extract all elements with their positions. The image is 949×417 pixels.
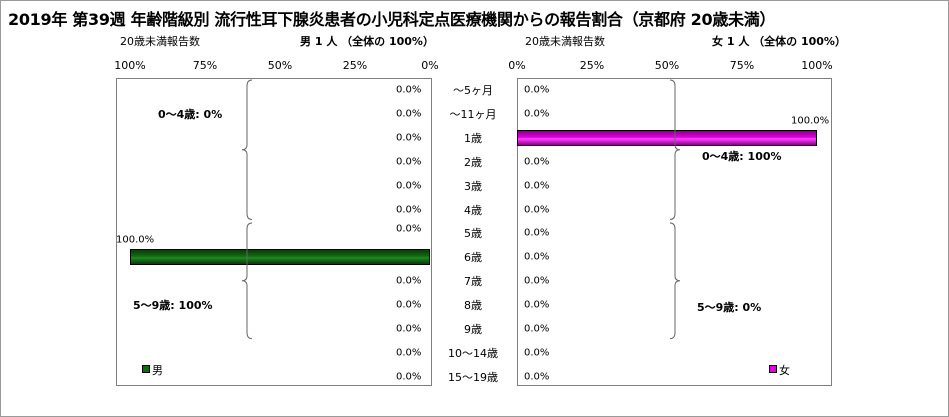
male-legend: 男 xyxy=(142,362,163,378)
male-value-label: 0.0% xyxy=(396,223,422,235)
male-value-label: 0.0% xyxy=(396,180,422,192)
male-legend-key xyxy=(142,365,150,373)
female-value-label: 0.0% xyxy=(524,204,550,215)
male-value-label: 0.0% xyxy=(396,323,422,335)
male-value-label: 0.0% xyxy=(396,132,422,144)
male-group-5-9-label: 5～9歳: 100% xyxy=(133,299,213,313)
right-header-summary: 女 1 人 （全体の 100%） xyxy=(712,35,846,48)
male-value-label: 0.0% xyxy=(396,371,422,383)
female-brace-5-9 xyxy=(669,222,681,340)
female-x-tick: 25% xyxy=(579,59,605,72)
male-value-label: 0.0% xyxy=(396,299,422,311)
age-category-label: ～11ヶ月 xyxy=(449,107,497,121)
male-plot-area xyxy=(116,78,432,386)
male-value-label: 0.0% xyxy=(396,84,422,96)
left-header-summary: 男 1 人 （全体の 100%） xyxy=(300,35,434,48)
male-value-label: 0.0% xyxy=(396,156,422,168)
male-x-tick: 75% xyxy=(192,59,218,72)
female-value-label: 0.0% xyxy=(524,347,550,359)
chart-title: 2019年 第39週 年齢階級別 流行性耳下腺炎患者の小児科定点医療機関からの報… xyxy=(8,10,776,29)
male-value-label: 0.0% xyxy=(396,108,422,120)
female-value-label: 0.0% xyxy=(524,371,550,383)
female-legend-text: 女 xyxy=(779,364,790,377)
age-category-label: 1歳 xyxy=(464,131,482,145)
male-x-tick: 50% xyxy=(267,59,293,72)
male-bar xyxy=(130,249,430,266)
female-x-tick: 0% xyxy=(508,59,526,72)
female-x-tick: 75% xyxy=(729,59,755,72)
female-value-label: 0.0% xyxy=(524,108,550,120)
male-value-label: 0.0% xyxy=(396,347,422,359)
male-brace-5-9 xyxy=(241,222,253,340)
age-category-label: 4歳 xyxy=(464,203,482,217)
age-category-label: 6歳 xyxy=(464,251,482,265)
male-x-tick: 0% xyxy=(421,59,439,72)
male-x-tick: 25% xyxy=(342,59,368,72)
female-legend-key xyxy=(769,365,777,373)
age-category-label: ～5ヶ月 xyxy=(453,84,493,97)
male-legend-text: 男 xyxy=(152,364,163,377)
age-category-label: 15～19歳 xyxy=(448,370,498,384)
female-x-tick: 100% xyxy=(801,59,833,72)
age-category-label: 8歳 xyxy=(464,299,482,313)
female-brace-0-4 xyxy=(669,79,681,220)
left-header-label: 20歳未満報告数 xyxy=(120,35,200,48)
female-group-0-4-label: 0～4歳: 100% xyxy=(702,149,782,163)
right-header-label: 20歳未満報告数 xyxy=(525,35,605,48)
female-bar xyxy=(517,129,817,146)
age-category-label: 9歳 xyxy=(464,323,482,336)
female-value-label: 0.0% xyxy=(524,299,550,311)
female-value-label: 0.0% xyxy=(524,156,550,168)
female-value-label: 0.0% xyxy=(524,227,550,239)
age-category-label: 7歳 xyxy=(464,275,482,289)
male-value-label: 0.0% xyxy=(396,275,422,287)
female-value-label: 0.0% xyxy=(524,251,550,263)
female-value-label: 0.0% xyxy=(524,180,550,192)
age-category-label: 10～14歳 xyxy=(448,346,498,360)
male-x-tick: 100% xyxy=(114,59,146,72)
female-value-label: 0.0% xyxy=(524,84,550,96)
male-value-label: 100.0% xyxy=(116,234,155,246)
male-value-label: 0.0% xyxy=(396,204,422,215)
age-category-label: 3歳 xyxy=(464,179,482,193)
female-value-label: 100.0% xyxy=(791,115,830,127)
female-value-label: 0.0% xyxy=(524,275,550,287)
male-brace-0-4 xyxy=(241,79,253,220)
age-category-label: 5歳 xyxy=(464,227,482,241)
female-group-5-9-label: 5～9歳: 0% xyxy=(697,301,762,315)
female-legend: 女 xyxy=(769,362,790,378)
female-x-tick: 50% xyxy=(654,59,680,72)
female-value-label: 0.0% xyxy=(524,323,550,335)
male-group-0-4-label: 0～4歳: 0% xyxy=(158,107,223,121)
age-category-label: 2歳 xyxy=(464,155,482,169)
